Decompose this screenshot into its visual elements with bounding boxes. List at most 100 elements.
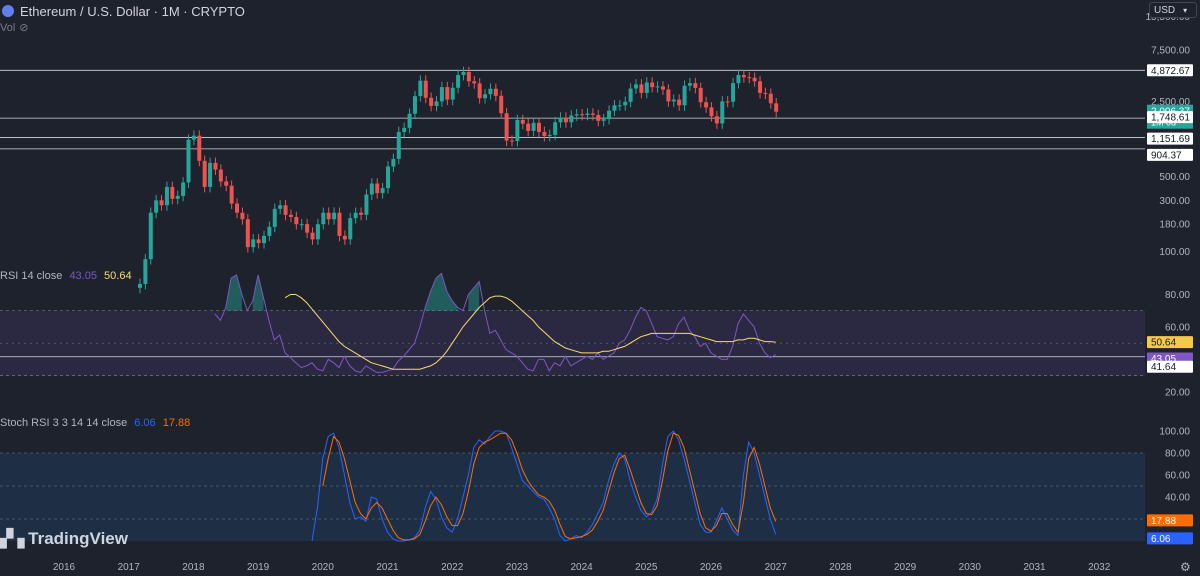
candle-body: [326, 212, 331, 220]
candle-body: [483, 94, 488, 99]
candle-body: [693, 83, 698, 88]
time-tick-label: 2018: [182, 562, 205, 573]
candle-body: [337, 212, 342, 236]
price-tick-label: 2,500.00: [1151, 97, 1190, 108]
candle-body: [186, 139, 191, 183]
candle-body: [181, 182, 186, 196]
candle-body: [450, 87, 455, 100]
candle-body: [412, 96, 417, 114]
gear-icon[interactable]: ⚙: [1180, 560, 1191, 574]
stoch-d-line: [322, 432, 777, 541]
time-tick-label: 2024: [570, 562, 593, 573]
volume-label[interactable]: Vol: [0, 21, 16, 34]
rsi-ma-tag: 50.64: [1151, 338, 1176, 349]
candles: [137, 66, 779, 294]
candle-body: [434, 101, 439, 106]
price-tick-label: 500.00: [1159, 172, 1190, 183]
volume-legend: Vol ⊘: [0, 21, 29, 35]
candle-body: [310, 232, 315, 240]
candle-body: [634, 84, 639, 89]
rsi-overbought-fill: [425, 273, 458, 311]
candle-body: [542, 131, 547, 137]
rsi-level-tag-bg: [1147, 360, 1193, 373]
stoch-band: [0, 453, 1145, 541]
candle-body: [418, 80, 423, 97]
time-tick-label: 2025: [635, 562, 658, 573]
stoch-legend[interactable]: Stoch RSI 3 3 14 14 close 6.06 17.88: [0, 417, 190, 429]
symbol-title[interactable]: Ethereum / U.S. Dollar · 1M · CRYPTO: [20, 3, 245, 19]
brand-name: TradingView: [28, 529, 128, 548]
candle-body: [623, 101, 628, 106]
stoch-tick-label: 100.00: [1159, 427, 1190, 438]
stoch-k-tag-bg: [1147, 532, 1193, 545]
candle-body: [175, 195, 180, 199]
rsi-tick-label: 60.00: [1165, 322, 1190, 333]
level-tag: 1,748.61: [1151, 113, 1190, 124]
candle-body: [650, 82, 655, 88]
candle-body: [563, 117, 568, 123]
candle-body: [170, 186, 175, 199]
time-tick-label: 2019: [247, 562, 270, 573]
candle-body: [402, 127, 407, 132]
eye-hidden-icon[interactable]: ⊘: [19, 22, 29, 34]
rsi-legend[interactable]: RSI 14 close 43.05 50.64: [0, 270, 132, 282]
time-tick-label: 2016: [53, 562, 76, 573]
candle-body: [267, 226, 272, 236]
candle-body: [332, 212, 337, 220]
candle-body: [148, 212, 153, 260]
candle-body: [526, 123, 531, 131]
candle-body: [359, 212, 364, 215]
candle-body: [321, 212, 326, 225]
candle-body: [531, 122, 536, 131]
price-tick-label: 300.00: [1159, 196, 1190, 207]
candle-body: [261, 235, 266, 244]
level-tag: 904.37: [1151, 150, 1182, 161]
candle-body: [666, 89, 671, 102]
candle-body: [758, 81, 763, 93]
candle-body: [752, 77, 757, 82]
level-tag: 4,872.67: [1151, 66, 1190, 77]
stoch-k-line: [311, 430, 777, 542]
candle-body: [315, 224, 320, 240]
stoch-tick-label: 80.00: [1165, 449, 1190, 460]
rsi-overbought-fill: [252, 275, 264, 311]
axis-tags: 4,872.672,006.371M 0d1,748.611,151.69904…: [1147, 64, 1193, 545]
candle-body: [520, 119, 525, 124]
candle-body: [671, 99, 676, 102]
candle-body: [305, 224, 310, 233]
time-axis[interactable]: 2016 2017 2018 2019 2020 2021 2022 2023 2024 2025…: [53, 562, 1111, 573]
candle-body: [736, 75, 741, 84]
candle-body: [461, 71, 466, 76]
candle-body: [607, 110, 612, 120]
candle-body: [386, 166, 390, 189]
rsi-plot: [214, 272, 776, 373]
time-tick-label: 2017: [118, 562, 141, 573]
candle-body: [396, 131, 401, 159]
candle-body: [580, 114, 585, 116]
candle-body: [585, 113, 590, 115]
candle-body: [628, 88, 633, 102]
rsi-ma-tag-bg: [1147, 336, 1193, 349]
candle-body: [164, 186, 169, 206]
stoch-legend-name: Stoch RSI 3 3 14 14 close: [0, 417, 128, 429]
candle-body: [741, 75, 746, 78]
candle-body: [596, 114, 601, 121]
candle-body: [704, 102, 709, 108]
currency-button[interactable]: USD ▾: [1149, 2, 1197, 18]
candle-body: [466, 71, 471, 82]
candle-body: [229, 185, 234, 204]
time-tick-label: 2026: [700, 562, 723, 573]
tradingview-branding[interactable]: ▞▗ TradingView: [0, 529, 128, 549]
candle-body: [601, 119, 606, 121]
ethereum-logo-icon: [2, 5, 14, 17]
price-axis[interactable]: 15,500.007,500.002,500.00500.00300.00180…: [1146, 12, 1191, 526]
candle-body: [682, 85, 687, 106]
stoch-d-tag: 17.88: [1151, 516, 1176, 527]
candle-body: [342, 235, 347, 240]
candle-body: [677, 99, 682, 106]
chart-header: Ethereum / U.S. Dollar · 1M · CRYPTO: [0, 0, 245, 22]
rsi-value: 43.05: [69, 270, 97, 282]
candle-body: [429, 97, 434, 106]
stoch-tick-label: 60.00: [1165, 471, 1190, 482]
